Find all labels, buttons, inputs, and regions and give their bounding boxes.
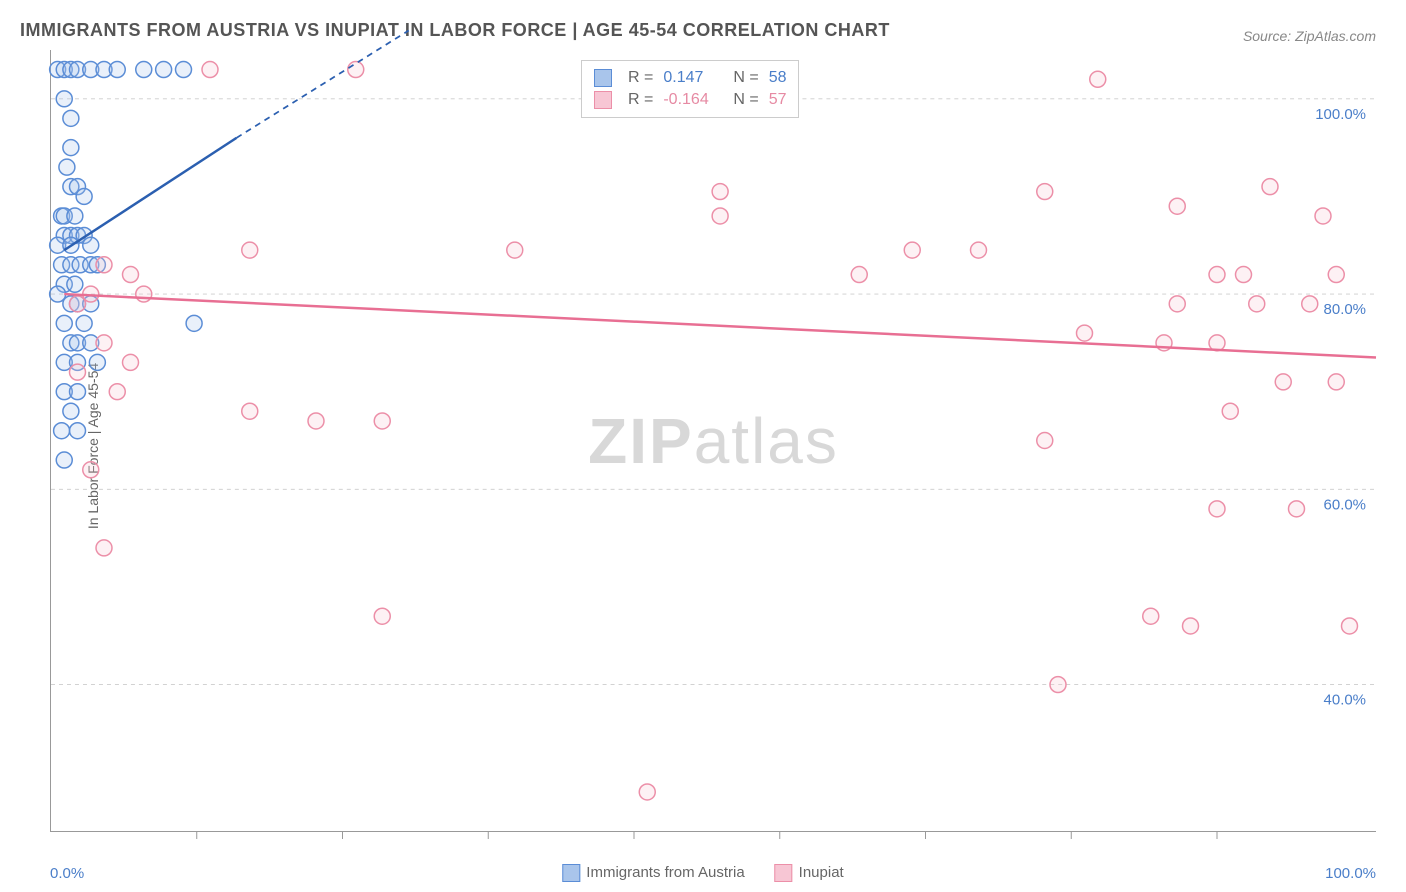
stats-row: R = -0.164 N = 57: [594, 89, 786, 111]
r-label: R =: [628, 69, 653, 87]
n-value: 57: [769, 91, 787, 109]
n-label: N =: [733, 69, 758, 87]
source-attribution: Source: ZipAtlas.com: [1243, 28, 1376, 44]
svg-text:60.0%: 60.0%: [1324, 496, 1366, 513]
n-value: 58: [769, 69, 787, 87]
plot-area: ZIPatlas 40.0%60.0%80.0%100.0% R = 0.147…: [50, 50, 1376, 832]
n-label: N =: [733, 91, 758, 109]
legend-item: Inupiat: [775, 864, 844, 882]
r-label: R =: [628, 91, 653, 109]
stats-row: R = 0.147 N = 58: [594, 67, 786, 89]
legend-label: Inupiat: [799, 864, 844, 881]
r-value: 0.147: [663, 69, 723, 87]
chart-container: IMMIGRANTS FROM AUSTRIA VS INUPIAT IN LA…: [0, 0, 1406, 892]
x-axis-max-label: 100.0%: [1325, 865, 1376, 882]
scatter-svg: 40.0% 60.0% 80.0% 100.0%: [51, 50, 1376, 831]
svg-text:80.0%: 80.0%: [1324, 301, 1366, 318]
chart-title: IMMIGRANTS FROM AUSTRIA VS INUPIAT IN LA…: [20, 20, 890, 41]
stats-swatch: [594, 91, 612, 109]
stats-swatch: [594, 69, 612, 87]
legend-label: Immigrants from Austria: [586, 864, 744, 881]
correlation-stats-box: R = 0.147 N = 58 R = -0.164 N = 57: [581, 60, 799, 118]
legend-item: Immigrants from Austria: [562, 864, 744, 882]
x-axis-min-label: 0.0%: [50, 865, 84, 882]
legend-swatch: [775, 864, 793, 882]
legend-swatch: [562, 864, 580, 882]
r-value: -0.164: [663, 91, 723, 109]
legend: Immigrants from Austria Inupiat: [562, 864, 843, 882]
svg-text:100.0%: 100.0%: [1315, 106, 1366, 123]
svg-text:40.0%: 40.0%: [1324, 692, 1366, 709]
